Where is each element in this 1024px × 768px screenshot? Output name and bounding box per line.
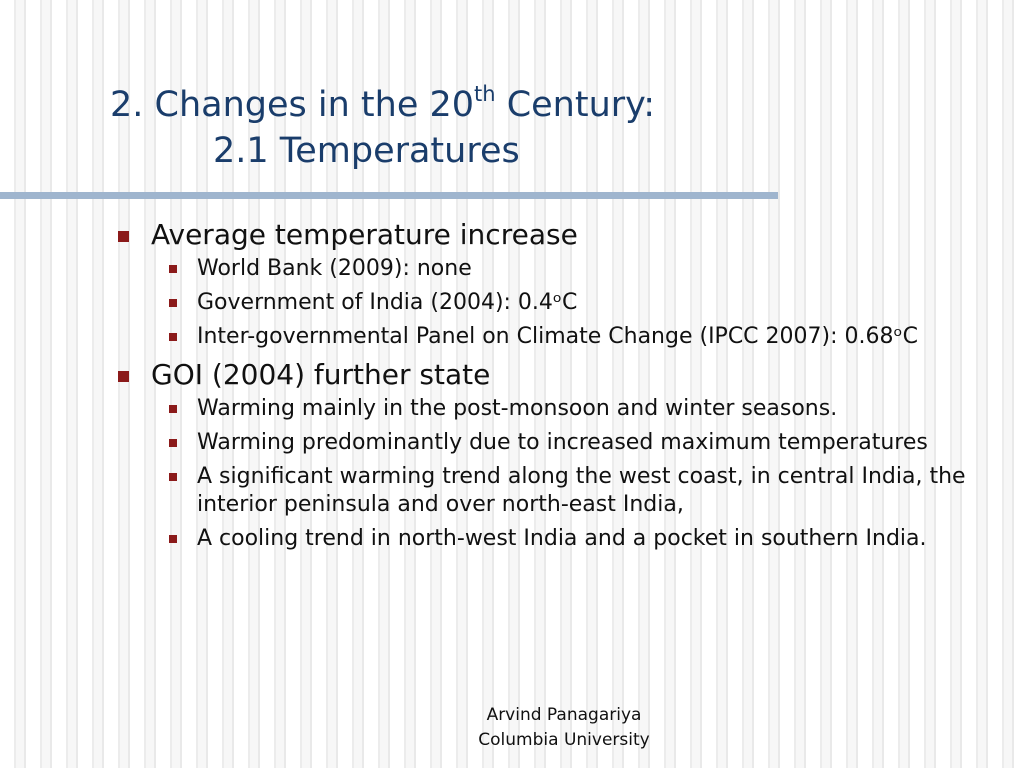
author-name: Arvind Panagariya: [486, 705, 642, 725]
bullet-level-1: Average temperature increase: [118, 217, 998, 253]
slide-footer: Arvind Panagariya Columbia University: [414, 703, 714, 753]
square-bullet-icon: [169, 439, 177, 447]
bullet-level-2: World Bank (2009): none: [118, 255, 998, 283]
bullet-level-2: Government of India (2004): 0.4ᵒC: [118, 289, 998, 317]
bullet-level-1: GOI (2004) further state: [118, 357, 998, 393]
title-line-2: 2.1 Temperatures: [213, 131, 520, 171]
bullet-level-2: Warming mainly in the post-monsoon and w…: [118, 395, 998, 423]
square-bullet-icon: [169, 405, 177, 413]
title-divider: [0, 192, 778, 199]
sub-bullet-list: World Bank (2009): none Government of In…: [118, 255, 998, 351]
square-bullet-icon: [169, 265, 177, 273]
sub-bullet-list: Warming mainly in the post-monsoon and w…: [118, 395, 998, 553]
square-bullet-icon: [118, 371, 129, 382]
title-line-1: 2. Changes in the 20th Century:: [110, 82, 656, 126]
square-bullet-icon: [169, 299, 177, 307]
slide-body: Average temperature increase World Bank …: [118, 217, 998, 559]
square-bullet-icon: [118, 231, 129, 242]
title-superscript: th: [474, 82, 496, 106]
bullet-level-2: A cooling trend in north-west India and …: [118, 525, 998, 553]
author-affiliation: Columbia University: [478, 730, 650, 750]
square-bullet-icon: [169, 333, 177, 341]
square-bullet-icon: [169, 473, 177, 481]
slide-title: 2. Changes in the 20th Century: 2.1 Temp…: [110, 82, 655, 174]
bullet-level-2: Inter-governmental Panel on Climate Chan…: [118, 323, 998, 351]
bullet-level-2: A significant warming trend along the we…: [118, 463, 998, 519]
bullet-level-2: Warming predominantly due to increased m…: [118, 429, 998, 457]
square-bullet-icon: [169, 535, 177, 543]
